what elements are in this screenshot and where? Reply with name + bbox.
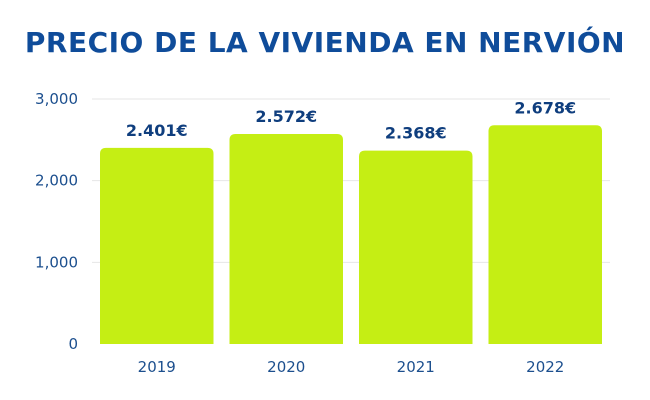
data-label-2022: 2.678€ (514, 98, 576, 117)
bar-2019 (100, 147, 214, 344)
bar-2021 (359, 150, 473, 344)
data-label-2020: 2.572€ (255, 107, 317, 126)
y-tick-label-2000: 2,000 (35, 172, 78, 190)
x-tick-label-2019: 2019 (138, 358, 176, 376)
y-tick-label-3000: 3,000 (35, 90, 78, 108)
data-label-2019: 2.401€ (126, 121, 188, 140)
y-tick-label-0: 0 (68, 335, 78, 353)
y-tick-label-1000: 1,000 (35, 253, 78, 271)
x-tick-label-2021: 2021 (397, 358, 435, 376)
x-tick-label-2022: 2022 (526, 358, 564, 376)
bar-2020 (229, 133, 343, 344)
x-tick-label-2020: 2020 (267, 358, 305, 376)
bar-2022 (488, 125, 602, 345)
data-label-2021: 2.368€ (385, 124, 447, 143)
chart-title: PRECIO DE LA VIVIENDA EN NERVIÓN (24, 26, 626, 59)
